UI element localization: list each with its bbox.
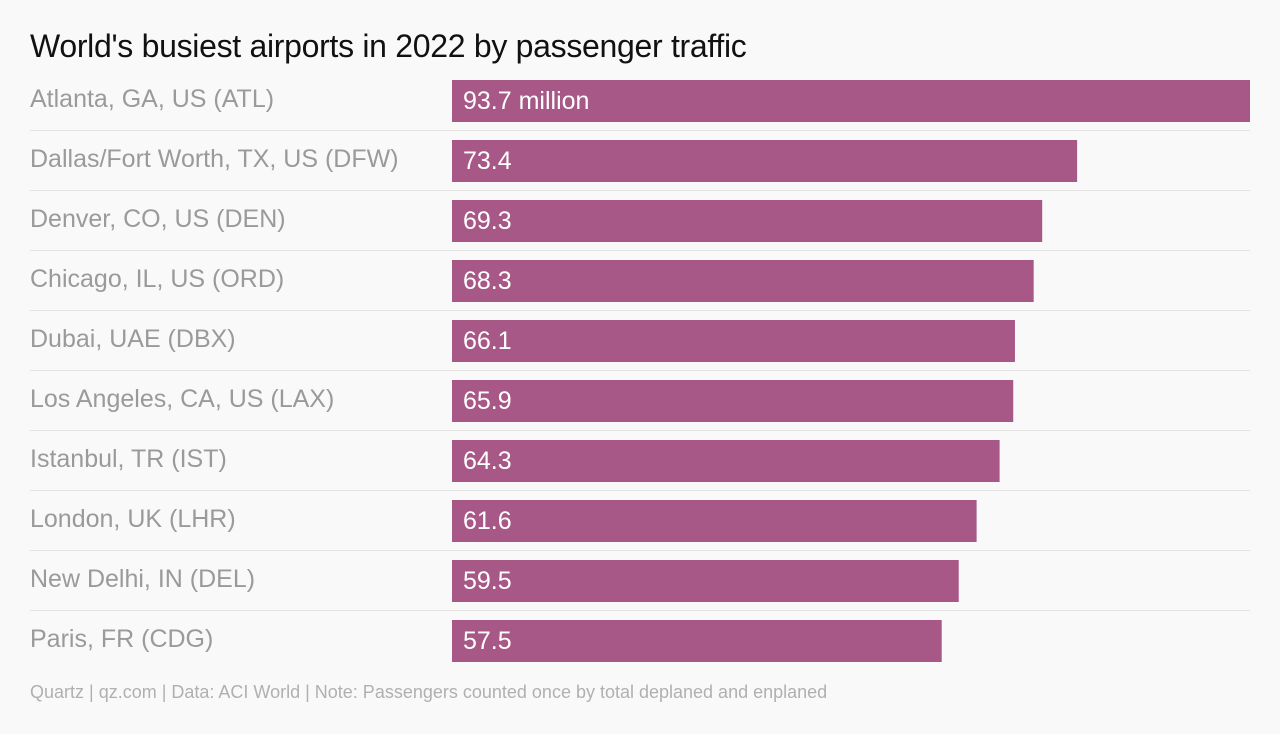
value-label: 68.3 — [463, 267, 512, 295]
bar — [452, 560, 959, 602]
category-label: Chicago, IL, US (ORD) — [30, 265, 284, 293]
bar — [452, 440, 1000, 482]
category-label: Dallas/Fort Worth, TX, US (DFW) — [30, 145, 399, 173]
bar — [452, 260, 1034, 302]
value-label: 57.5 — [463, 627, 512, 655]
chart-footer: Quartz | qz.com | Data: ACI World | Note… — [30, 682, 828, 702]
bar — [452, 140, 1078, 182]
value-label: 93.7 million — [463, 87, 589, 115]
value-label: 66.1 — [463, 327, 512, 355]
value-label: 73.4 — [463, 147, 512, 175]
category-label: Paris, FR (CDG) — [30, 625, 213, 653]
bar — [452, 620, 942, 662]
bar — [452, 80, 1250, 122]
category-label: Istanbul, TR (IST) — [30, 445, 227, 473]
bar — [452, 200, 1043, 242]
value-label: 61.6 — [463, 507, 512, 535]
chart-title: World's busiest airports in 2022 by pass… — [30, 28, 747, 64]
category-label: Dubai, UAE (DBX) — [30, 325, 236, 353]
value-label: 69.3 — [463, 207, 512, 235]
value-label: 65.9 — [463, 387, 512, 415]
category-label: Atlanta, GA, US (ATL) — [30, 85, 274, 113]
bar — [452, 380, 1014, 422]
category-label: Denver, CO, US (DEN) — [30, 205, 286, 233]
value-label: 64.3 — [463, 447, 512, 475]
bar — [452, 500, 977, 542]
value-label: 59.5 — [463, 567, 512, 595]
category-label: New Delhi, IN (DEL) — [30, 565, 255, 593]
category-label: London, UK (LHR) — [30, 505, 236, 533]
category-label: Los Angeles, CA, US (LAX) — [30, 385, 334, 413]
bar — [452, 320, 1015, 362]
